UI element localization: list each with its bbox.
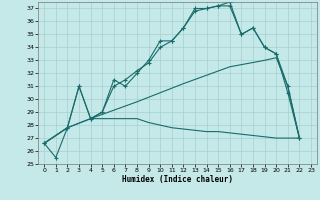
X-axis label: Humidex (Indice chaleur): Humidex (Indice chaleur)	[122, 175, 233, 184]
